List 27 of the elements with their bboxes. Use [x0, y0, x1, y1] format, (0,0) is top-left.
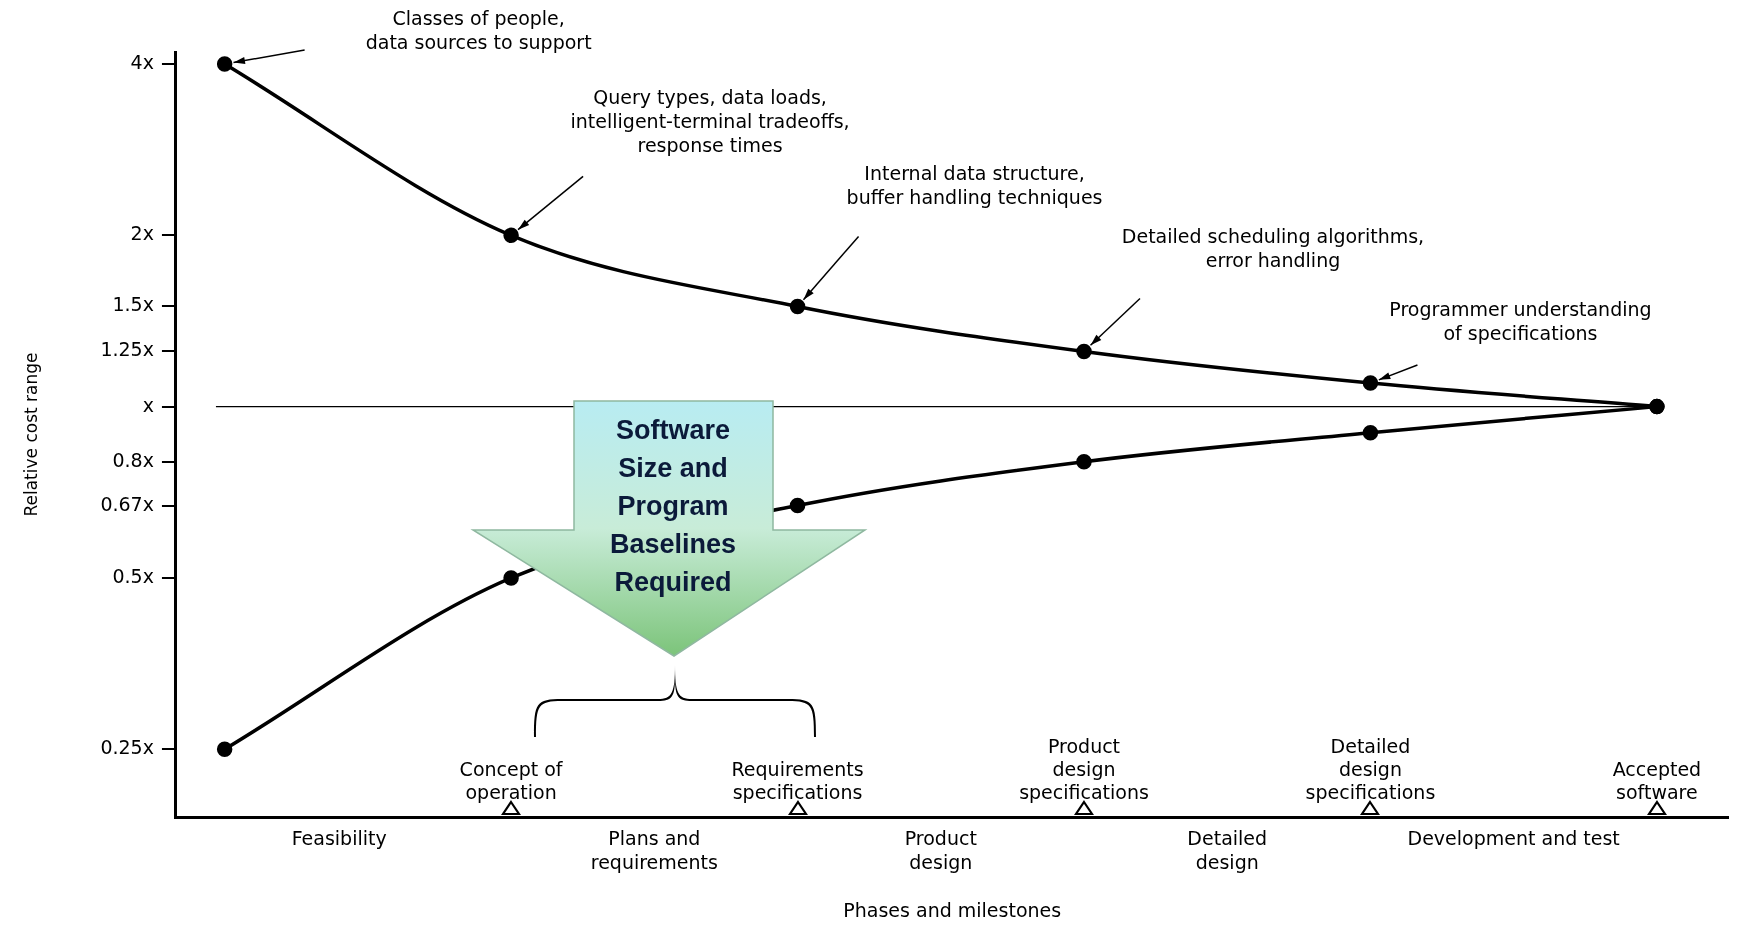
- annotation: Programmer understanding of specifications: [1389, 298, 1652, 345]
- y-tick-label: 0.5x: [112, 564, 154, 587]
- y-tick-label: x: [142, 393, 154, 416]
- x-tick-label: Accepted software: [1612, 757, 1702, 803]
- annotation: Internal data structure, buffer handling techniques: [846, 162, 1103, 209]
- x-tick-label: Product design specifications: [1019, 735, 1149, 803]
- x-axis-title: Phases and milestones: [843, 898, 1062, 921]
- y-tick-label: 0.67x: [100, 492, 154, 515]
- text: Plans and requirements: [590, 827, 718, 874]
- y-tick-label: 1.25x: [100, 338, 154, 361]
- x-tick-label: Concept of operation: [459, 757, 564, 803]
- annotation: Software Size and Program Baselines Required: [608, 414, 738, 599]
- x-tick-label: Requirements specifications: [731, 757, 864, 803]
- x-tick-label: Detailed design specifications: [1305, 735, 1436, 803]
- y-tick-label: 0.8x: [112, 448, 154, 471]
- annotation: Detailed scheduling algorithms, error handling: [1121, 225, 1425, 272]
- text: Feasibility: [291, 827, 387, 850]
- annotation: Query types, data loads, intelligent-terminal tradeoffs, response times: [570, 86, 850, 157]
- y-tick-label: 1.5x: [112, 293, 154, 316]
- y-tick-label: 2x: [130, 222, 154, 245]
- text: Product design: [904, 827, 977, 874]
- y-tick-label: 0.25x: [100, 736, 154, 759]
- text: Development and test: [1407, 827, 1620, 850]
- y-tick-label: 4x: [130, 50, 154, 73]
- text: Detailed design: [1187, 827, 1268, 874]
- y-axis-title: Relative cost range: [20, 352, 41, 517]
- annotation: Classes of people, data sources to support: [365, 6, 592, 53]
